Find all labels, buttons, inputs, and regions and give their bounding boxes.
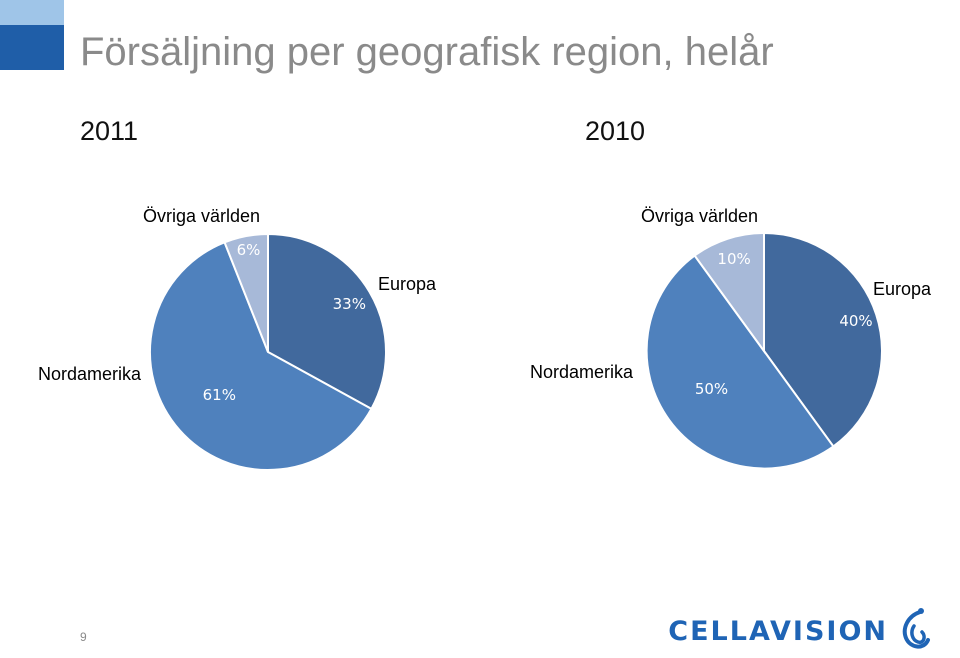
pie-2011-value-label-ovriga-varlden: 6% [237, 241, 261, 259]
pie-2010-slice-nordamerika [645, 254, 835, 470]
pie-2010-value-label-ovriga-varlden: 10% [717, 250, 750, 268]
pie-2010-value-label-nordamerika: 50% [695, 380, 728, 398]
pie-2010-slice-ovriga-varlden [693, 231, 765, 355]
header-accent-dark [0, 25, 64, 70]
cellavision-logo: CELLAVISION [668, 606, 932, 656]
logo-text: CELLAVISION [668, 615, 888, 647]
logo-swirl-icon [902, 608, 930, 649]
pie-2010-category-label-ovriga-varlden: Övriga världen [641, 206, 758, 226]
pie-2011-slice-europa [267, 232, 387, 411]
pie-2011-category-label-europa: Europa [378, 274, 437, 294]
pie-2010-category-label-nordamerika: Nordamerika [530, 362, 634, 382]
chart-2011-title: 2011 [80, 116, 139, 146]
pie-2010-category-label-europa: Europa [873, 279, 932, 299]
header-accent-light [0, 0, 64, 25]
pie-2011-slice-nordamerika [149, 240, 373, 472]
pie-2011-category-label-nordamerika: Nordamerika [38, 364, 142, 384]
pie-2011-value-label-nordamerika: 61% [203, 386, 236, 404]
slide-title: Försäljning per geografisk region, helår [80, 30, 774, 74]
page-number: 9 [80, 630, 87, 644]
pie-2011-slice-ovriga-varlden [223, 232, 269, 353]
pie-2010-slice-europa [763, 231, 883, 448]
pie-2011-category-label-ovriga-varlden: Övriga världen [143, 206, 260, 226]
pie-2010-value-label-europa: 40% [839, 312, 872, 330]
chart-2010-title: 2010 [585, 116, 646, 146]
pie-2011-value-label-europa: 33% [333, 295, 366, 313]
